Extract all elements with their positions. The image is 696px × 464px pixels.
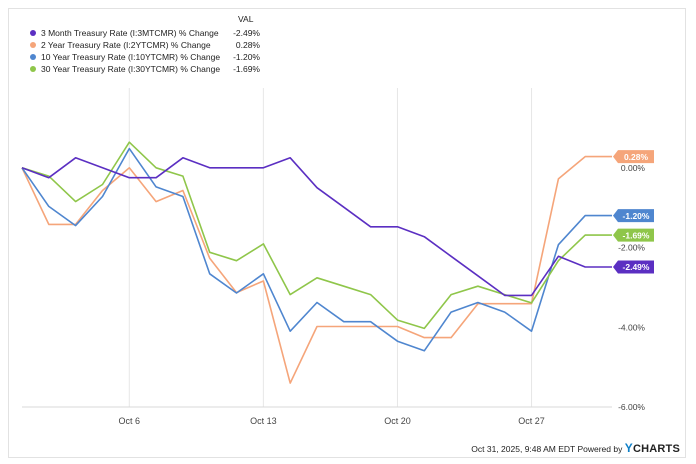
y-tick-label: -6.00% <box>618 402 645 412</box>
end-value-tag-2: -1.20% <box>613 209 654 223</box>
legend-label-3-month: 3 Month Treasury Rate (I:3MTCMR) % Chang… <box>41 28 219 38</box>
series-line-3[interactable] <box>21 141 612 330</box>
legend-header: VAL <box>238 14 254 24</box>
y-axis: 0.00% -2.00% -4.00% -6.00% <box>618 163 645 412</box>
legend-label-2-year: 2 Year Treasury Rate (I:2YTCMR) % Change <box>41 40 211 50</box>
y-tick-label: -4.00% <box>618 322 645 332</box>
chart-footer: Oct 31, 2025, 9:48 AM EDT Powered by YCH… <box>471 441 680 455</box>
end-value-label: -1.69% <box>623 230 650 240</box>
legend-dot-3-month <box>30 30 36 36</box>
series-line-1[interactable] <box>21 155 612 384</box>
end-value-tags: 0.28% -1.20% -1.69% -2.49% <box>613 150 654 274</box>
legend-value-2-year: 0.28% <box>235 40 260 50</box>
legend-label-10-year: 10 Year Treasury Rate (I:10YTCMR) % Chan… <box>41 52 221 62</box>
grid-lines <box>22 88 612 408</box>
x-tick-label: Oct 6 <box>119 416 141 426</box>
end-value-tag-3: -1.69% <box>613 228 654 242</box>
legend-dot-2-year <box>30 42 36 48</box>
end-value-label: -1.20% <box>623 211 650 221</box>
legend-dot-30-year <box>30 66 36 72</box>
ycharts-logo-y: Y <box>624 441 633 455</box>
end-value-tag-1: 0.28% <box>613 150 654 164</box>
legend-value-10-year: -1.20% <box>233 52 260 62</box>
legend-value-3-month: -2.49% <box>233 28 260 38</box>
series-line-0[interactable] <box>21 157 612 297</box>
legend-value-30-year: -1.69% <box>233 64 260 74</box>
x-tick-label: Oct 27 <box>518 416 545 426</box>
y-tick-label: 0.00% <box>621 163 646 173</box>
legend-dot-10-year <box>30 54 36 60</box>
x-tick-label: Oct 20 <box>384 416 411 426</box>
y-tick-label: -2.00% <box>618 243 645 253</box>
footer-timestamp: Oct 31, 2025, 9:48 AM EDT <box>471 444 576 454</box>
ycharts-logo-text: CHARTS <box>632 443 680 455</box>
chart-frame <box>8 8 686 458</box>
x-tick-label: Oct 13 <box>250 416 277 426</box>
legend-label-30-year: 30 Year Treasury Rate (I:30YTCMR) % Chan… <box>41 64 221 74</box>
end-value-tag-0: -2.49% <box>613 260 654 274</box>
series-line-2[interactable] <box>21 147 612 352</box>
footer-powered-by: Powered by <box>577 444 623 454</box>
ycharts-logo[interactable]: YCHARTS <box>624 441 680 455</box>
end-value-label: -2.49% <box>623 262 650 272</box>
x-axis: Oct 6 Oct 13 Oct 20 Oct 27 <box>119 416 545 426</box>
end-value-label: 0.28% <box>624 152 649 162</box>
series-lines <box>21 141 612 384</box>
